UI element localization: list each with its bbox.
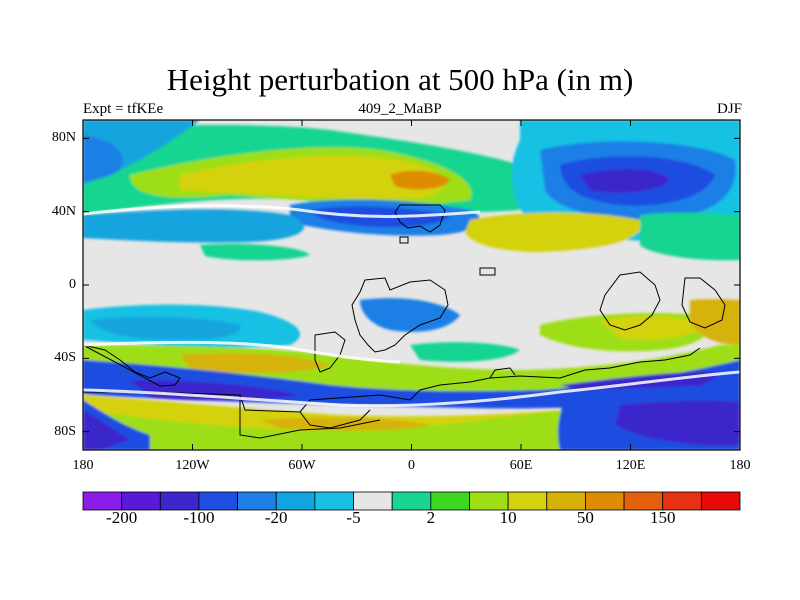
x-tick-label: 60E	[509, 458, 533, 473]
coastlines	[83, 204, 726, 439]
x-tick-label: 0	[408, 458, 415, 473]
run-id-label: 409_2_MaBP	[358, 101, 442, 117]
y-tick-label: 80N	[51, 130, 76, 146]
x-tick-label: 120W	[175, 458, 210, 473]
x-tick-label: 180	[72, 458, 94, 473]
colorbar-label: -200	[106, 508, 138, 527]
colorbar-label: 10	[499, 508, 517, 527]
axis-tickmarks	[82, 120, 741, 450]
x-tick-label: 120E	[615, 458, 646, 473]
colorbar-label: 2	[426, 508, 436, 527]
height-perturbation-field	[83, 120, 740, 450]
colorbar-label: -20	[264, 508, 288, 527]
colorbar-label: 50	[576, 508, 594, 527]
x-tick-label: 180	[729, 458, 751, 473]
experiment-label: Expt = tfKEe	[83, 101, 164, 117]
colorbar	[82, 491, 741, 511]
y-tick-label: 40S	[54, 350, 76, 366]
colorbar-label: -5	[346, 508, 361, 527]
colorbar-swatch	[700, 491, 741, 511]
y-tick-label: 0	[69, 277, 76, 292]
y-tick-label: 80S	[54, 423, 76, 439]
season-label: DJF	[716, 101, 742, 117]
colorbar-label: -100	[183, 508, 215, 527]
colorbar-label: 150	[649, 508, 676, 527]
map-title: Height perturbation at 500 hPa (in m)	[166, 62, 634, 97]
y-tick-label: 40N	[51, 203, 76, 219]
x-tick-label: 60W	[288, 458, 316, 473]
